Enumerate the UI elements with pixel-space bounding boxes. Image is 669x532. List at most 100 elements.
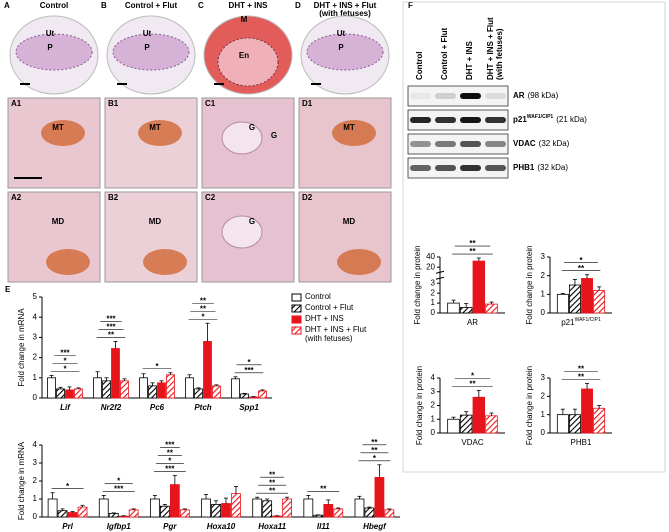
bar bbox=[185, 377, 194, 399]
bar bbox=[166, 374, 175, 399]
y-axis-label: Fold change in mRNA bbox=[17, 441, 26, 520]
bar bbox=[120, 380, 129, 399]
bar bbox=[556, 414, 569, 434]
bar bbox=[282, 498, 292, 518]
bar bbox=[102, 380, 111, 399]
bar bbox=[211, 503, 221, 518]
gland-region bbox=[221, 121, 263, 155]
bar bbox=[150, 498, 160, 518]
significance-stars: * bbox=[471, 371, 475, 380]
blot-strip bbox=[407, 109, 509, 131]
overview-tissue bbox=[217, 37, 279, 87]
section-id: C2 bbox=[205, 193, 216, 202]
tissue-label: G bbox=[271, 131, 277, 140]
x-tick-label: Hoxa10 bbox=[207, 522, 236, 531]
blot-band bbox=[435, 141, 456, 147]
significance-stars: * bbox=[373, 454, 377, 463]
x-tick-label: Spp1 bbox=[239, 403, 259, 412]
y-tick-label: 1 bbox=[541, 289, 546, 298]
bar bbox=[67, 512, 78, 518]
bar bbox=[194, 388, 203, 399]
blot-strip bbox=[407, 157, 509, 179]
bar bbox=[323, 503, 334, 518]
y-tick-label: 1 bbox=[431, 298, 436, 307]
bar bbox=[258, 390, 267, 399]
bar bbox=[556, 293, 569, 314]
protein-label: AR (98 kDa) bbox=[513, 91, 559, 100]
panel-letter: E bbox=[5, 285, 11, 294]
legend-label: Control bbox=[305, 292, 331, 301]
bar bbox=[56, 388, 65, 399]
significance-stars: * bbox=[63, 364, 67, 373]
legend-label: DHT + INS bbox=[305, 314, 344, 323]
significance-stars: * bbox=[117, 477, 121, 486]
section-id: D1 bbox=[302, 99, 313, 108]
bar bbox=[47, 498, 58, 518]
section-image bbox=[201, 97, 295, 189]
panel-title: Control bbox=[40, 1, 68, 10]
section-id: B1 bbox=[108, 99, 119, 108]
section-id: A2 bbox=[11, 193, 22, 202]
protein-size: (32 kDa) bbox=[539, 139, 570, 148]
x-tick-label: Pc6 bbox=[150, 403, 165, 412]
x-axis-label-main: VDAC bbox=[461, 438, 483, 447]
y-tick-label: 1 bbox=[33, 373, 38, 382]
bar bbox=[169, 484, 180, 518]
bar bbox=[128, 509, 139, 518]
y-tick-label: 3 bbox=[33, 333, 38, 342]
significance-stars: ** bbox=[469, 239, 476, 248]
tissue-label: MT bbox=[343, 123, 355, 132]
x-tick-label: Nr2f2 bbox=[101, 403, 122, 412]
bar bbox=[262, 500, 273, 518]
bar bbox=[459, 414, 473, 434]
y-tick-label: 5 bbox=[33, 292, 38, 301]
protein-size: (32 kDa) bbox=[537, 163, 568, 172]
tissue-label: P bbox=[144, 43, 150, 52]
blot-band bbox=[460, 93, 481, 99]
y-axis-label: Fold change in protein bbox=[415, 366, 424, 445]
bar bbox=[569, 284, 581, 314]
y-tick-label: 3 bbox=[431, 278, 436, 287]
bar bbox=[157, 382, 166, 399]
bar bbox=[569, 414, 581, 434]
bar bbox=[252, 498, 263, 518]
y-tick-label: 2 bbox=[33, 476, 38, 485]
x-axis-label: p21WAF1/CIP1 bbox=[561, 317, 601, 327]
y-axis-label: Fold change in mRNA bbox=[17, 308, 26, 387]
bar bbox=[77, 506, 88, 518]
tissue-label: MD bbox=[52, 217, 65, 226]
bar bbox=[179, 509, 190, 518]
significance-stars: *** bbox=[244, 366, 254, 375]
bar bbox=[118, 515, 129, 518]
significance-stars: * bbox=[63, 356, 67, 365]
tissue-label: Ut bbox=[46, 29, 55, 38]
blood-region bbox=[332, 120, 376, 146]
protein-name: VDAC bbox=[513, 139, 536, 148]
blot-band bbox=[485, 117, 506, 123]
blot-strip bbox=[407, 85, 509, 107]
y-tick-label: 20 bbox=[426, 262, 435, 271]
x-axis-label-main: PHB1 bbox=[571, 438, 592, 447]
bar bbox=[313, 514, 324, 518]
bar bbox=[148, 385, 157, 399]
panel-title: DHT + INS bbox=[229, 1, 269, 10]
significance-stars: ** bbox=[578, 365, 585, 374]
y-tick-label: 0 bbox=[431, 308, 436, 317]
bar bbox=[240, 393, 249, 399]
lane-label: Control bbox=[415, 52, 424, 80]
protein-label: PHB1 (32 kDa) bbox=[513, 163, 568, 172]
protein-superscript: WAF1/CIP1 bbox=[527, 114, 554, 120]
x-axis-label-main: p21 bbox=[561, 318, 575, 327]
x-tick-label: Pgr bbox=[163, 522, 177, 531]
significance-stars: ** bbox=[269, 470, 276, 479]
panel-letter: C bbox=[198, 1, 204, 10]
y-tick-label: 1 bbox=[431, 414, 436, 423]
tissue-label: Ut bbox=[337, 29, 346, 38]
y-tick-label: 2 bbox=[431, 401, 436, 410]
blood-region bbox=[143, 249, 187, 275]
blot-band bbox=[485, 141, 506, 147]
tissue-label: P bbox=[338, 43, 344, 52]
legend-label: DHT + INS + Flut (with fetuses) bbox=[305, 325, 367, 343]
protein-label: VDAC (32 kDa) bbox=[513, 139, 570, 148]
x-axis-label-main: AR bbox=[467, 318, 478, 327]
